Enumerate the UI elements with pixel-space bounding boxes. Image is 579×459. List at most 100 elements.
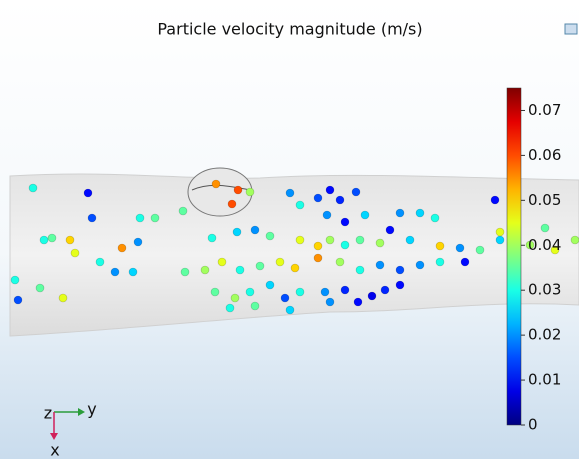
particle [211,288,219,296]
particle [416,209,424,217]
colorbar-tick-label: 0.03 [528,281,561,299]
particle [236,266,244,274]
particle [59,294,67,302]
particle [336,196,344,204]
particle [286,306,294,314]
particle [281,294,289,302]
particle [361,211,369,219]
particle [416,261,424,269]
particle [231,294,239,302]
particle [218,258,226,266]
particle [314,194,322,202]
particle [266,281,274,289]
chart-title: Particle velocity magnitude (m/s) [157,20,422,39]
particle [571,236,579,244]
particle [179,207,187,215]
bulge [188,168,252,216]
particle [228,200,236,208]
particle [491,196,499,204]
triad-label: z [44,404,52,423]
particle [336,258,344,266]
particle [321,288,329,296]
particle [476,246,484,254]
particle [11,276,19,284]
particle [406,236,414,244]
particle [29,184,37,192]
particle [246,188,254,196]
particle [134,238,142,246]
particle [314,242,322,250]
particle [341,286,349,294]
particle [386,226,394,234]
particle [354,298,362,306]
particle [40,236,48,244]
particle [208,234,216,242]
particle [436,258,444,266]
particle [286,189,294,197]
particle [326,236,334,244]
colorbar-tick-label: 0.02 [528,326,561,344]
particle [356,266,364,274]
particle [381,286,389,294]
particle [431,214,439,222]
particle [88,214,96,222]
particle [181,268,189,276]
particle [376,261,384,269]
particle [84,189,92,197]
particle [251,226,259,234]
particle [36,284,44,292]
particle [341,218,349,226]
particle [352,188,360,196]
particle [296,236,304,244]
chart: Particle velocity magnitude (m/s) z y x … [0,0,579,459]
particle [276,258,284,266]
particle [256,262,264,270]
particle [212,180,220,188]
triad-label: y [87,400,96,419]
particle [396,209,404,217]
particle [129,268,137,276]
particle [48,234,56,242]
particle [118,244,126,252]
particle [96,258,104,266]
particle [323,211,331,219]
particle [461,258,469,266]
triad-label: x [50,441,59,459]
particle [368,292,376,300]
particle [14,296,22,304]
particle [341,241,349,249]
particle [356,236,364,244]
particle [456,244,464,252]
particle [251,302,259,310]
particle [246,288,254,296]
particle [291,264,299,272]
particle [496,236,504,244]
particle [396,281,404,289]
colorbar [507,88,521,425]
particle [326,298,334,306]
colorbar-tick-label: 0.06 [528,146,561,164]
particle [326,186,334,194]
particle [233,228,241,236]
particle [296,288,304,296]
particle [396,266,404,274]
particle [314,254,322,262]
particle [201,266,209,274]
particle [496,228,504,236]
particle [266,232,274,240]
particle [71,249,79,257]
colorbar-tick-label: 0.05 [528,191,561,209]
particle [296,201,304,209]
view-icon[interactable] [565,24,577,34]
colorbar-tick-label: 0 [528,416,538,434]
colorbar-tick-label: 0.04 [528,236,561,254]
particle [151,214,159,222]
particle [66,236,74,244]
particle [234,186,242,194]
particle [436,242,444,250]
particle [111,268,119,276]
particle [136,214,144,222]
particle [541,224,549,232]
particle [376,239,384,247]
colorbar-tick-label: 0.01 [528,371,561,389]
